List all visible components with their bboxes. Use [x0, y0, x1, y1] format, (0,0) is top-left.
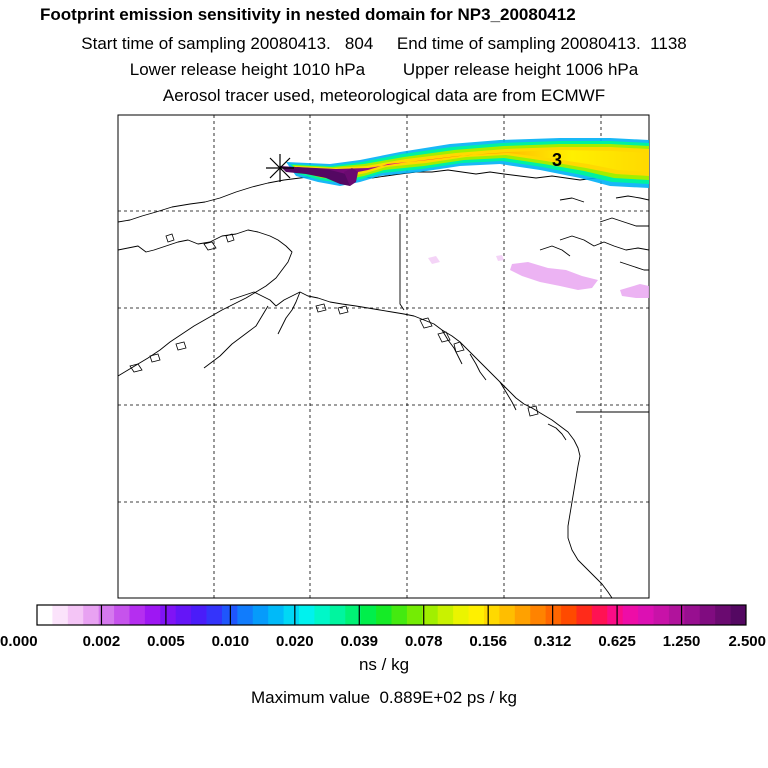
colorbar-swatch — [52, 605, 69, 625]
graticule — [118, 115, 649, 598]
tracer-line: Aerosol tracer used, meteorological data… — [162, 86, 606, 105]
colorbar-swatch — [715, 605, 731, 625]
colorbar-swatch — [699, 605, 716, 625]
colorbar-swatch — [160, 605, 177, 625]
colorbar-swatch — [514, 605, 531, 625]
colorbar-swatch — [314, 605, 331, 625]
colorbar-swatch — [129, 605, 146, 625]
colorbar-swatch — [607, 605, 624, 625]
colorbar-swatch — [376, 605, 392, 625]
colorbar-swatch — [329, 605, 346, 625]
colorbar-tick-label: 0.078 — [405, 633, 443, 650]
colorbar-tick-label: 0.020 — [276, 633, 314, 650]
colorbar-swatch — [37, 605, 53, 625]
colorbar-swatch — [453, 605, 469, 625]
colorbar-swatch — [175, 605, 192, 625]
colorbar-swatch — [391, 605, 408, 625]
colorbar-swatch — [499, 605, 516, 625]
plume — [280, 138, 649, 188]
release-site-marker — [266, 154, 294, 182]
colorbar-swatch — [422, 605, 439, 625]
sensitivity-patches — [428, 255, 649, 298]
colorbar-swatch — [67, 605, 84, 625]
colorbar-swatch — [237, 605, 254, 625]
colorbar-tick-label: 0.312 — [534, 633, 572, 650]
sampling-time-line: Start time of sampling 20080413. 804 End… — [81, 34, 687, 53]
plume-day-label: 3 — [552, 150, 562, 170]
colorbar-swatch — [483, 605, 500, 625]
colorbar-swatch — [437, 605, 454, 625]
colorbar-swatch — [576, 605, 593, 625]
colorbar-swatch — [83, 605, 100, 625]
colorbar-swatch — [638, 605, 654, 625]
colorbar-tick-label: 0.625 — [598, 633, 636, 650]
colorbar-swatch — [114, 605, 130, 625]
colorbar-swatch — [591, 605, 608, 625]
islands — [129, 233, 539, 417]
colorbar-swatch — [622, 605, 639, 625]
colorbar-swatch — [406, 605, 423, 625]
release-height-line: Lower release height 1010 hPa Upper rele… — [129, 60, 639, 79]
colorbar-units: ns / kg — [358, 655, 410, 674]
colorbar-swatch — [206, 605, 223, 625]
colorbar-outline — [36, 604, 747, 626]
colorbar-swatch — [252, 605, 269, 625]
colorbar-swatch — [668, 605, 685, 625]
colorbar-swatch — [561, 605, 577, 625]
colorbar-swatch — [144, 605, 161, 625]
borders — [399, 214, 649, 413]
colorbar-tick-label: 0.010 — [212, 633, 250, 650]
colorbar-swatch — [530, 605, 547, 625]
colorbar-swatch — [684, 605, 701, 625]
colorbar-swatch — [468, 605, 485, 625]
colorbar-swatch — [653, 605, 670, 625]
colorbar-tick-label: 0.002 — [83, 633, 121, 650]
colorbar-swatch — [545, 605, 562, 625]
colorbar-tick-label: 0.005 — [147, 633, 185, 650]
colorbar-swatch — [98, 605, 115, 625]
colorbar-swatch — [191, 605, 207, 625]
map-title: Footprint emission sensitivity in nested… — [40, 5, 576, 24]
colorbar-swatch — [299, 605, 315, 625]
colorbar-tick-label: 0.000 — [0, 633, 38, 650]
color-bar: 0.000 0.002 0.005 0.010 0.020 0.039 0.078 0.156… — [0, 604, 766, 650]
colorbar-tick-label: 0.039 — [340, 633, 378, 650]
colorbar-tick-label: 0.156 — [469, 633, 507, 650]
coastline — [118, 167, 649, 598]
colorbar-swatch — [360, 605, 377, 625]
map-frame — [117, 114, 650, 599]
colorbar-swatch — [268, 605, 285, 625]
colorbar-tick-label: 2.500 — [728, 633, 766, 650]
colorbar-tick-label: 1.250 — [663, 633, 701, 650]
colorbar-swatch — [730, 605, 747, 625]
maximum-value: Maximum value 0.889E+02 ps / kg — [251, 688, 517, 707]
colorbar-swatch — [345, 605, 362, 625]
colorbar-swatch — [283, 605, 300, 625]
